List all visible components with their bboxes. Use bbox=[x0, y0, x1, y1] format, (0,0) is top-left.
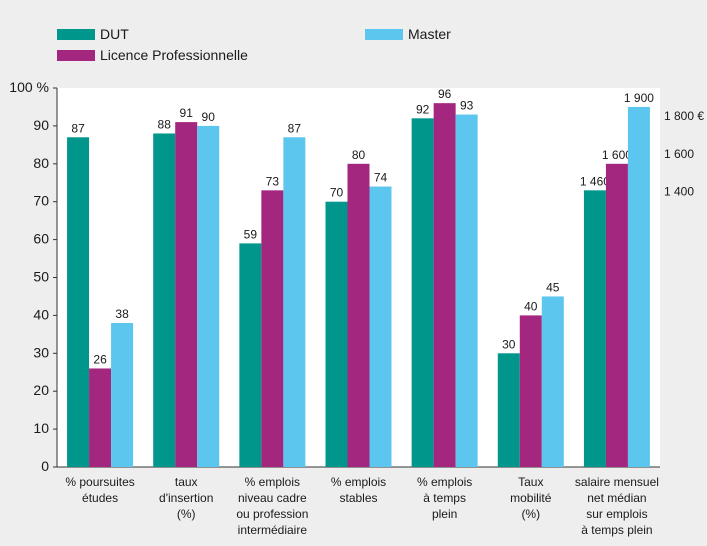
value-label: 87 bbox=[288, 121, 302, 135]
bar bbox=[411, 118, 434, 467]
x-tick-label: % poursuites études bbox=[65, 475, 134, 505]
y-tick-label: 70 bbox=[33, 193, 49, 209]
bar bbox=[89, 368, 112, 467]
value-label: 91 bbox=[180, 106, 194, 120]
x-tick-label: % emplois à temps plein bbox=[417, 475, 472, 521]
bar bbox=[197, 125, 220, 468]
bar bbox=[583, 190, 606, 467]
value-label: 30 bbox=[502, 337, 516, 351]
x-tick-label: taux d'insertion (%) bbox=[159, 475, 213, 521]
y-tick-label: 100 % bbox=[9, 79, 49, 95]
bar bbox=[627, 106, 650, 467]
value-label: 96 bbox=[438, 87, 452, 101]
x-tick-label: salaire mensuel net médian sur emplois à te… bbox=[575, 475, 659, 537]
value-label: 80 bbox=[352, 148, 366, 162]
legend-swatch bbox=[57, 29, 95, 40]
bar bbox=[111, 322, 134, 467]
value-label: 73 bbox=[266, 174, 280, 188]
y-tick-label: 0 bbox=[41, 458, 49, 474]
legend-swatch bbox=[365, 29, 403, 40]
y2-tick-label: 1 800 € bbox=[664, 109, 704, 123]
value-label: 92 bbox=[416, 102, 430, 116]
value-label: 1 900 bbox=[624, 91, 654, 105]
value-label: 93 bbox=[460, 99, 474, 113]
bar bbox=[239, 243, 262, 467]
x-tick-label: % emplois stables bbox=[331, 475, 386, 505]
y-tick-label: 30 bbox=[33, 344, 49, 360]
y-tick-label: 90 bbox=[33, 117, 49, 133]
value-label: 88 bbox=[158, 117, 172, 131]
value-label: 59 bbox=[244, 227, 258, 241]
value-label: 87 bbox=[71, 121, 85, 135]
y-tick-label: 50 bbox=[33, 269, 49, 285]
value-label: 26 bbox=[93, 352, 107, 366]
value-label: 1 460 bbox=[580, 174, 610, 188]
bar bbox=[433, 103, 456, 467]
legend-swatch bbox=[57, 50, 95, 61]
value-label: 40 bbox=[524, 299, 538, 313]
y-tick-label: 40 bbox=[33, 306, 49, 322]
value-label: 70 bbox=[330, 186, 344, 200]
y-tick-label: 20 bbox=[33, 382, 49, 398]
y-tick-label: 80 bbox=[33, 155, 49, 171]
bar bbox=[67, 137, 90, 467]
bar bbox=[175, 122, 198, 468]
y2-tick-label: 1 400 bbox=[664, 185, 694, 199]
value-label: 74 bbox=[374, 171, 388, 185]
bar bbox=[455, 114, 478, 467]
value-label: 45 bbox=[546, 280, 560, 294]
legend-label: Licence Professionnelle bbox=[100, 47, 248, 63]
bar bbox=[261, 190, 284, 467]
x-tick-label: Taux mobilité (%) bbox=[510, 475, 552, 521]
bar bbox=[347, 163, 370, 468]
bar bbox=[519, 315, 542, 467]
legend-label: Master bbox=[408, 26, 451, 42]
value-label: 38 bbox=[115, 307, 129, 321]
y-tick-label: 60 bbox=[33, 231, 49, 247]
bar bbox=[605, 163, 628, 468]
bar bbox=[541, 296, 564, 467]
bar bbox=[153, 133, 176, 468]
bar bbox=[369, 186, 392, 468]
value-label: 90 bbox=[202, 110, 216, 124]
bar bbox=[497, 353, 520, 467]
legend-label: DUT bbox=[100, 26, 129, 42]
bar bbox=[283, 137, 306, 467]
y2-tick-label: 1 600 bbox=[664, 147, 694, 161]
x-tick-label: % emplois niveau cadre ou profession interm… bbox=[236, 475, 308, 537]
y-tick-label: 10 bbox=[33, 420, 49, 436]
value-label: 1 600 bbox=[602, 148, 632, 162]
bar bbox=[325, 201, 348, 467]
